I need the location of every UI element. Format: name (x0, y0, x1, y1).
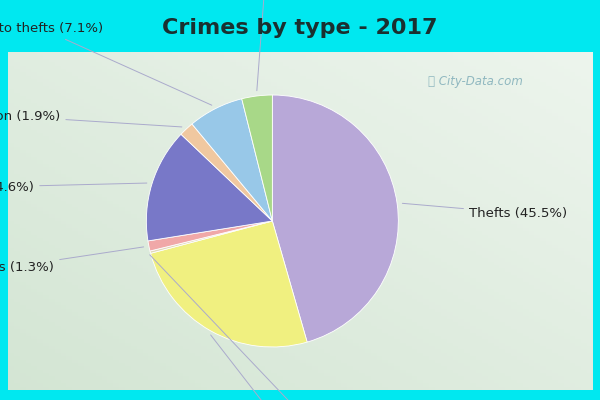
Text: Burglaries (25.3%): Burglaries (25.3%) (211, 335, 354, 400)
Wedge shape (192, 99, 272, 221)
Wedge shape (146, 134, 272, 241)
Wedge shape (242, 95, 272, 221)
Text: Crimes by type - 2017: Crimes by type - 2017 (162, 18, 438, 38)
Text: Robberies (3.9%): Robberies (3.9%) (208, 0, 322, 91)
Text: Arson (1.9%): Arson (1.9%) (0, 110, 182, 127)
Wedge shape (148, 221, 272, 251)
Text: Rapes (1.3%): Rapes (1.3%) (0, 247, 143, 274)
Wedge shape (150, 221, 272, 253)
Text: Auto thefts (7.1%): Auto thefts (7.1%) (0, 22, 212, 105)
Text: ⓘ City-Data.com: ⓘ City-Data.com (428, 75, 523, 88)
Wedge shape (272, 95, 398, 342)
Text: Murders (0.3%): Murders (0.3%) (150, 255, 388, 400)
Wedge shape (181, 124, 272, 221)
Text: Thefts (45.5%): Thefts (45.5%) (403, 203, 567, 220)
Wedge shape (151, 221, 307, 347)
Text: Assaults (14.6%): Assaults (14.6%) (0, 181, 147, 194)
